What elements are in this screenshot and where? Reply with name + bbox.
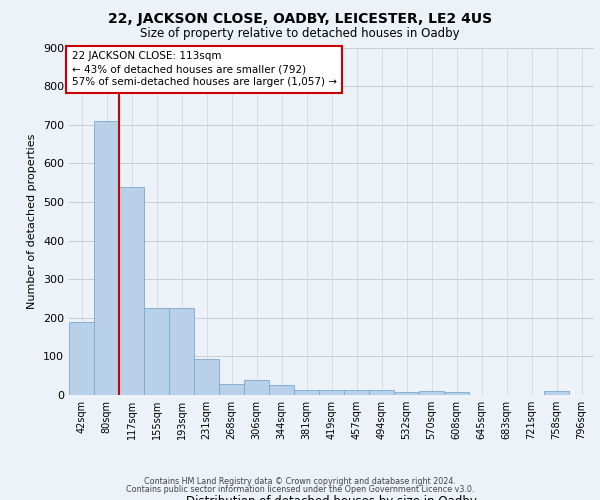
Bar xyxy=(294,390,319,395)
Y-axis label: Number of detached properties: Number of detached properties xyxy=(28,134,37,309)
Bar xyxy=(119,186,144,395)
Bar xyxy=(419,391,444,395)
Bar xyxy=(369,390,394,395)
X-axis label: Distribution of detached houses by size in Oadby: Distribution of detached houses by size … xyxy=(186,495,477,500)
Text: Contains public sector information licensed under the Open Government Licence v3: Contains public sector information licen… xyxy=(126,485,474,494)
Bar xyxy=(144,308,169,395)
Bar xyxy=(269,386,294,395)
Text: Contains HM Land Registry data © Crown copyright and database right 2024.: Contains HM Land Registry data © Crown c… xyxy=(144,477,456,486)
Bar xyxy=(169,308,194,395)
Bar xyxy=(219,384,244,395)
Bar xyxy=(344,390,369,395)
Text: 22, JACKSON CLOSE, OADBY, LEICESTER, LE2 4US: 22, JACKSON CLOSE, OADBY, LEICESTER, LE2… xyxy=(108,12,492,26)
Bar xyxy=(444,392,469,395)
Bar xyxy=(394,392,419,395)
Bar xyxy=(544,391,569,395)
Bar xyxy=(194,360,219,395)
Bar xyxy=(319,390,344,395)
Bar xyxy=(244,380,269,395)
Bar xyxy=(69,322,94,395)
Bar xyxy=(94,121,119,395)
Text: 22 JACKSON CLOSE: 113sqm
← 43% of detached houses are smaller (792)
57% of semi-: 22 JACKSON CLOSE: 113sqm ← 43% of detach… xyxy=(71,51,337,88)
Text: Size of property relative to detached houses in Oadby: Size of property relative to detached ho… xyxy=(140,28,460,40)
